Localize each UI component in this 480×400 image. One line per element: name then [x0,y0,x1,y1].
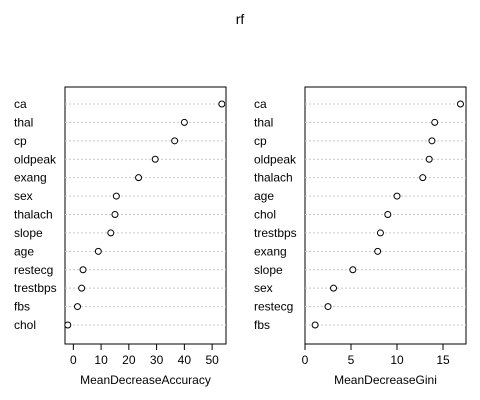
x-tick-label: 20 [122,353,136,367]
variable-label: fbs [254,318,270,332]
variable-label: exang [254,244,287,258]
data-point [425,155,433,163]
data-point [112,192,120,200]
variable-label: age [14,244,34,258]
variable-label: chol [14,318,36,332]
variable-label: oldpeak [254,152,297,166]
data-point [384,211,392,218]
variable-label: trestbps [254,226,297,240]
variable-label: restecg [254,300,293,314]
x-tick-label: 10 [94,353,108,367]
data-point [311,321,319,329]
data-point [135,174,143,182]
data-point [428,137,436,145]
x-axis-label: MeanDecreaseGini [334,373,437,387]
panel-mean-decrease-accuracy: ca thal cp oldpeak exang sex thalach slope age re… [14,86,227,387]
variable-label: cp [14,134,27,148]
variable-label: thalach [14,208,53,222]
x-tick-label: 50 [205,353,219,367]
plot-frame [64,86,227,345]
data-point [419,174,427,182]
variable-label: thal [254,115,273,129]
variable-label: restecg [14,263,53,277]
data-point [151,155,159,163]
data-point [107,229,115,237]
variable-label: fbs [14,300,30,314]
variable-label: chol [254,208,276,222]
data-point [218,100,226,108]
data-point [374,247,382,255]
data-point [79,266,87,274]
data-point [376,229,384,237]
variable-label: age [254,189,274,203]
variable-label: oldpeak [14,152,57,166]
x-tick-label: 10 [390,353,404,367]
data-point [330,284,338,292]
data-point [64,321,72,329]
data-point [180,118,188,126]
variable-label: thal [14,115,33,129]
variable-label: cp [254,134,267,148]
data-point [171,137,179,145]
variable-label: ca [254,97,267,111]
data-point [393,192,401,200]
variable-label: exang [14,171,47,185]
variable-label: sex [254,281,273,295]
x-tick-label: 15 [436,353,450,367]
variable-label: slope [254,263,283,277]
variable-label: thalach [254,171,293,185]
variable-label: sex [14,189,33,203]
data-point [431,118,439,126]
x-axis-label: MeanDecreaseAccuracy [80,373,211,387]
data-point [94,247,102,255]
x-tick-label: 0 [302,353,309,367]
x-tick-label: 30 [150,353,164,367]
data-point [78,284,86,292]
variable-label: slope [14,226,43,240]
variable-label: trestbps [14,281,57,295]
data-point [324,303,332,311]
data-point [73,303,81,311]
x-tick-label: 40 [178,353,192,367]
chart-title: rf [236,11,245,27]
variable-label: ca [14,97,27,111]
x-tick-label: 0 [70,353,77,367]
x-tick-label: 5 [348,353,355,367]
data-point [111,211,119,218]
data-point [456,100,464,108]
data-point [349,266,357,274]
panel-mean-decrease-gini: ca thal cp oldpeak thalach age chol trestbps exa… [254,86,467,387]
